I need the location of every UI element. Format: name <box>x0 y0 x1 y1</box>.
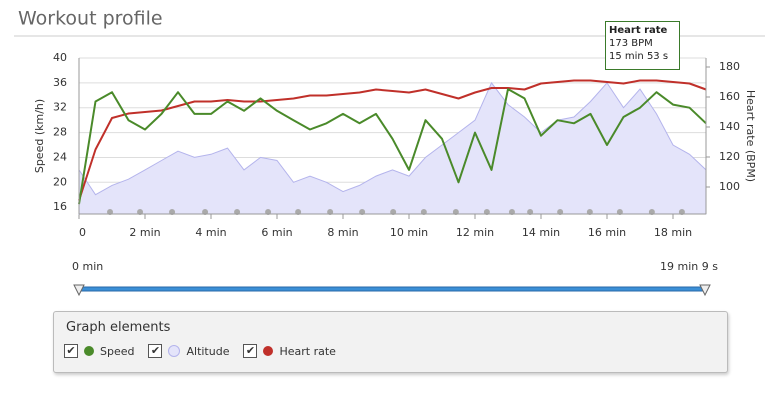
legend-item[interactable]: ✔ Speed <box>64 344 134 358</box>
checkbox[interactable]: ✔ <box>148 344 163 358</box>
series-line <box>78 88 707 205</box>
y-tick-label: 32 <box>53 101 67 114</box>
altitude-area <box>78 81 707 215</box>
checkbox[interactable]: ✔ <box>64 344 78 358</box>
x-tick-label: 2 min <box>129 226 160 239</box>
tooltip: Heart rate 173 BPM 15 min 53 s <box>605 21 680 70</box>
x-tick-label: 12 min <box>456 226 494 239</box>
legend-panel: Graph elements ✔ Speed ✔ Altitude ✔ Heart rat… <box>53 311 728 373</box>
slider-track[interactable] <box>78 286 706 292</box>
legend-item[interactable]: ✔ Altitude <box>148 344 229 358</box>
legend-item[interactable]: ✔ Heart rate <box>243 344 336 358</box>
series-line <box>78 79 707 201</box>
y-tick-label: 20 <box>53 175 67 188</box>
y2-tick-label: 120 <box>719 150 740 163</box>
slider-end-handle[interactable] <box>699 284 711 297</box>
legend-swatch <box>168 345 181 357</box>
y2-tick-label: 180 <box>719 60 740 73</box>
legend-label: Speed <box>100 344 135 358</box>
tooltip-time: 15 min 53 s <box>609 51 669 62</box>
legend-title: Graph elements <box>66 320 171 335</box>
legend-label: Heart rate <box>279 344 336 358</box>
x-tick-label: 16 min <box>588 226 626 239</box>
y-tick-label: 24 <box>53 150 67 163</box>
x-tick-label: 18 min <box>654 226 692 239</box>
slider-start-handle[interactable] <box>73 284 85 297</box>
y-tick-label: 16 <box>53 200 67 213</box>
x-tick-label: 14 min <box>522 226 560 239</box>
y2-tick-label: 160 <box>719 90 740 103</box>
y2-axis-label: Heart rate (BPM) <box>744 90 757 182</box>
checkbox[interactable]: ✔ <box>243 344 258 358</box>
slider-start-label: 0 min <box>72 260 103 273</box>
y-tick-label: 40 <box>53 51 67 64</box>
y2-tick-label: 140 <box>719 120 740 133</box>
x-tick-label: 8 min <box>327 226 358 239</box>
y-axis-label: Speed (km/h) <box>33 99 46 173</box>
x-tick-label: 10 min <box>390 226 428 239</box>
legend-swatch <box>84 346 94 356</box>
legend-label: Altitude <box>186 344 230 358</box>
y2-tick-label: 100 <box>719 180 740 193</box>
y-tick-label: 28 <box>53 126 67 139</box>
x-tick-label: 6 min <box>261 226 292 239</box>
page-title: Workout profile <box>18 8 163 30</box>
legend-items: ✔ Speed ✔ Altitude ✔ Heart rate <box>64 344 336 358</box>
y-tick-label: 36 <box>53 76 67 89</box>
tooltip-title: Heart rate <box>609 25 668 36</box>
slider-end-label: 19 min 9 s <box>660 260 718 273</box>
x-tick-label: 4 min <box>195 226 226 239</box>
tooltip-value: 173 BPM <box>609 38 653 49</box>
x-tick-label: 0 <box>79 226 86 239</box>
legend-swatch <box>263 346 274 356</box>
